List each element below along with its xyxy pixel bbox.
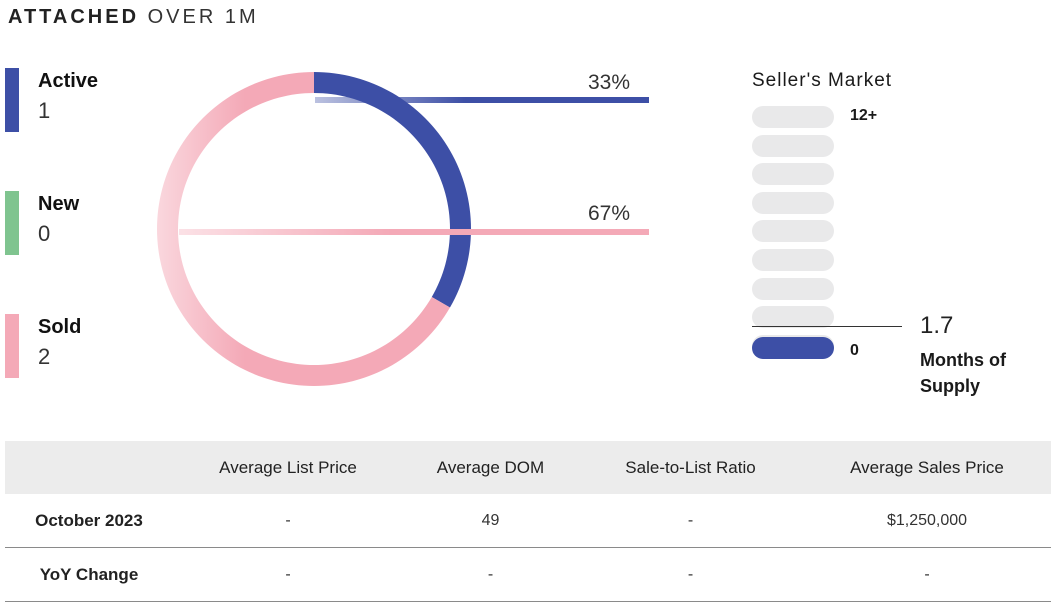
sold-leader-line (179, 229, 649, 235)
table-cell: - (578, 494, 803, 548)
donut-chart (155, 70, 649, 388)
gauge-segment (752, 220, 834, 243)
legend-value: 0 (38, 221, 51, 246)
stats-table: Average List Price Average DOM Sale-to-L… (5, 441, 1051, 602)
gauge-bottom-label: 0 (850, 342, 859, 359)
legend-swatch-active (5, 68, 19, 132)
gauge-segment (752, 134, 834, 157)
legend-value: 2 (38, 344, 51, 369)
market-title: Seller's Market (752, 70, 893, 91)
table-cell: - (173, 494, 403, 548)
legend-swatch-sold (5, 314, 19, 378)
legend-label: Sold (38, 316, 82, 338)
gauge-segment (752, 163, 834, 186)
table-row: YoY Change - - - - (5, 547, 1051, 602)
table-header (5, 441, 173, 494)
table-header: Sale-to-List Ratio (578, 441, 803, 494)
gauge-segment (752, 106, 834, 128)
gauge-segment (752, 306, 834, 329)
table-header: Average DOM (403, 441, 578, 494)
gauge-segment (752, 191, 834, 214)
legend-value: 1 (38, 98, 51, 123)
table-cell: - (803, 547, 1051, 602)
table-cell: - (173, 547, 403, 602)
table-row: October 2023 - 49 - $1,250,000 (5, 494, 1051, 548)
table-cell: - (403, 547, 578, 602)
legend-swatch-new (5, 191, 19, 255)
gauge-segment-active (752, 337, 834, 359)
months-of-supply-value: 1.7 (920, 312, 954, 339)
active-percent-label: 33% (588, 71, 631, 94)
gauge-top-label: 12+ (850, 107, 878, 124)
months-of-supply-label: Months of Supply (920, 350, 1006, 396)
gauge-segment (752, 277, 834, 300)
table-header: Average List Price (173, 441, 403, 494)
gauge-indicator-line (752, 326, 902, 327)
gauge-segment (752, 249, 834, 271)
table-row-label: October 2023 (5, 494, 173, 548)
table-header: Average Sales Price (803, 441, 1051, 494)
table-cell: - (578, 547, 803, 602)
legend-label: Active (38, 70, 99, 92)
table-cell: 49 (403, 494, 578, 548)
active-leader-line (315, 97, 649, 103)
page-title: ATTACHED OVER 1M (8, 6, 259, 28)
table-row-label: YoY Change (5, 547, 173, 602)
donut-slice-active (314, 72, 472, 308)
table-cell: $1,250,000 (803, 494, 1051, 548)
legend-label: New (38, 193, 80, 215)
table-header-row: Average List Price Average DOM Sale-to-L… (5, 441, 1051, 494)
sold-percent-label: 67% (588, 202, 631, 225)
